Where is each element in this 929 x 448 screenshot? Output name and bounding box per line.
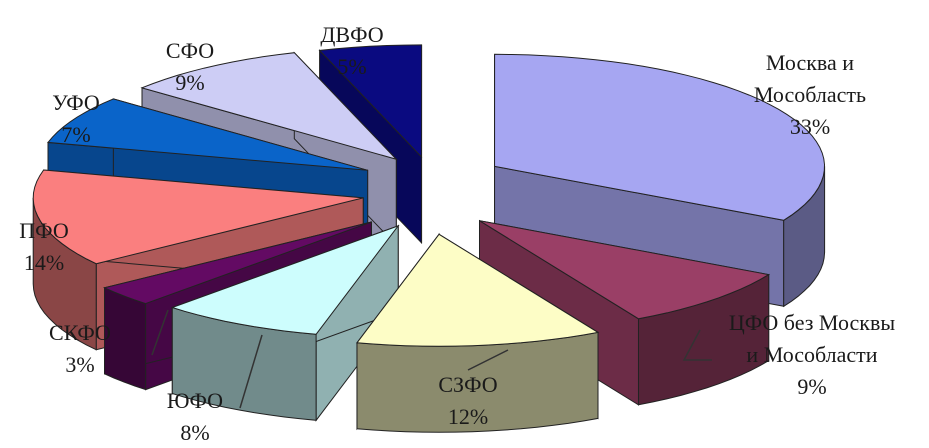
slice-label-2: ЦФО без Москвы и Мособласти 9% [729,310,895,399]
pie-slices [33,45,824,432]
slice-label-4: ЮФО 8% [167,388,223,445]
